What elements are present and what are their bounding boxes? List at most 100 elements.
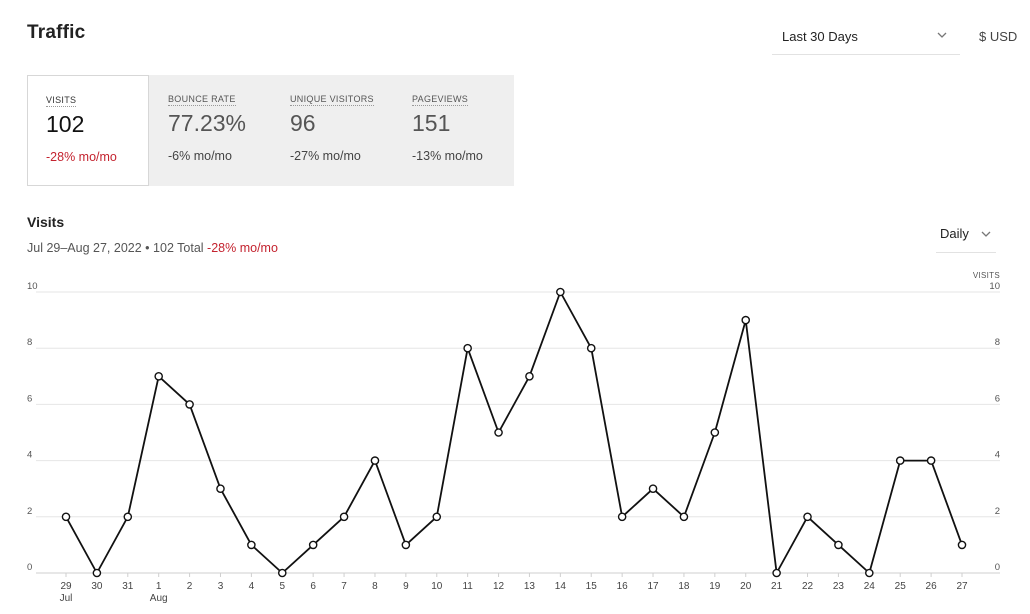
x-tick-label: 5 (279, 581, 285, 592)
data-point (123, 512, 133, 522)
metric-change: -13% mo/mo (412, 149, 483, 163)
data-point (617, 512, 627, 522)
x-tick-label: 1 (156, 581, 162, 592)
data-point (803, 512, 812, 522)
metric-value: 96 (290, 110, 316, 136)
x-tick-label: 30 (91, 581, 103, 592)
x-tick-label: 18 (678, 581, 690, 592)
x-tick-label: 23 (833, 581, 845, 592)
y-tick-label-right: 8 (995, 337, 1000, 348)
metric-label: PAGEVIEWS (412, 94, 469, 106)
x-tick-label: 8 (372, 581, 378, 592)
metric-card-unique-visitors[interactable]: UNIQUE VISITORS 96 -27% mo/mo (271, 75, 393, 186)
metric-card-visits[interactable]: VISITS 102 -28% mo/mo (27, 75, 149, 186)
data-point (370, 456, 380, 465)
x-month-label: Jul (60, 593, 73, 604)
series-line (65, 291, 963, 574)
data-point (494, 428, 503, 437)
data-point (710, 428, 720, 437)
data-point (679, 512, 689, 522)
metric-label: UNIQUE VISITORS (290, 94, 374, 106)
x-tick-label: 4 (249, 581, 255, 592)
separator-dot: • (145, 241, 150, 255)
x-tick-label: 20 (740, 581, 752, 592)
metric-change: -27% mo/mo (290, 149, 361, 163)
x-tick-label: 15 (586, 581, 598, 592)
date-range-label: Last 30 Days (782, 29, 858, 44)
metric-label: BOUNCE RATE (168, 94, 236, 106)
data-point (926, 456, 936, 465)
chart-change: -28% mo/mo (207, 241, 278, 255)
page-title: Traffic (27, 22, 86, 43)
data-point (308, 540, 318, 550)
x-tick-label: 29 (60, 581, 72, 592)
x-tick-label: 2 (187, 581, 193, 592)
data-point (741, 315, 751, 325)
data-point (185, 400, 194, 409)
data-point (339, 512, 349, 522)
data-point (216, 484, 225, 493)
y-tick-label-right: 0 (995, 562, 1000, 573)
x-tick-label: 31 (122, 581, 134, 592)
x-tick-label: 12 (493, 581, 505, 592)
metric-value: 102 (46, 111, 85, 137)
data-point (463, 343, 472, 353)
x-tick-label: 3 (218, 581, 224, 592)
x-tick-label: 27 (956, 581, 968, 592)
x-tick-label: 13 (524, 581, 536, 592)
x-tick-label: 22 (802, 581, 814, 592)
interval-label: Daily (940, 226, 969, 241)
metric-card-bounce-rate[interactable]: BOUNCE RATE 77.23% -6% mo/mo (149, 75, 271, 186)
chart-date-range: Jul 29–Aug 27, 2022 (27, 241, 142, 255)
currency-label[interactable]: $ USD (979, 29, 1018, 44)
chart-title: Visits (27, 214, 65, 230)
y-tick-label-left: 10 (27, 281, 38, 292)
metric-cards: VISITS 102 -28% mo/mo BOUNCE RATE 77.23%… (27, 75, 514, 186)
data-point (154, 372, 163, 381)
data-point (834, 540, 843, 550)
x-tick-label: 11 (462, 581, 473, 592)
x-tick-label: 25 (895, 581, 907, 592)
data-point (556, 287, 565, 297)
chart-subtitle: Jul 29–Aug 27, 2022 • 102 Total -28% mo/… (27, 241, 278, 255)
x-tick-label: 21 (771, 581, 783, 592)
x-tick-label: 26 (926, 581, 938, 592)
y-tick-label-left: 0 (27, 562, 32, 573)
x-tick-label: 7 (341, 581, 347, 592)
data-point (865, 568, 874, 578)
data-point (586, 343, 596, 353)
data-point (432, 512, 442, 522)
x-month-label: Aug (150, 593, 168, 604)
metric-card-pageviews[interactable]: PAGEVIEWS 151 -13% mo/mo (393, 75, 514, 186)
metric-label: VISITS (46, 95, 77, 107)
data-point (92, 568, 102, 578)
x-tick-label: 19 (709, 581, 721, 592)
data-point (61, 512, 71, 522)
y-tick-label-right: 4 (995, 450, 1000, 461)
date-range-select[interactable]: Last 30 Days (772, 18, 960, 55)
metric-change: -28% mo/mo (46, 150, 117, 164)
metric-change: -6% mo/mo (168, 149, 232, 163)
y-tick-label-right: 2 (995, 506, 1000, 517)
x-tick-label: 10 (431, 581, 443, 592)
x-tick-label: 6 (310, 581, 316, 592)
x-tick-label: 9 (403, 581, 409, 592)
y-tick-label-left: 2 (27, 506, 32, 517)
metric-value: 77.23% (168, 110, 247, 136)
chevron-down-icon (937, 32, 947, 38)
y-tick-label-right: 10 (989, 281, 1000, 292)
x-tick-label: 17 (647, 581, 659, 592)
y-tick-label-left: 6 (27, 393, 32, 404)
chevron-down-icon (981, 231, 991, 237)
right-axis-label: VISITS (973, 271, 1000, 280)
data-point (401, 540, 411, 550)
y-tick-label-right: 6 (995, 393, 1000, 404)
interval-select[interactable]: Daily (936, 219, 996, 253)
x-tick-label: 24 (864, 581, 876, 592)
x-tick-label: 14 (555, 581, 567, 592)
metric-value: 151 (412, 110, 451, 136)
data-point (247, 540, 256, 550)
chart-total: 102 Total (153, 241, 204, 255)
